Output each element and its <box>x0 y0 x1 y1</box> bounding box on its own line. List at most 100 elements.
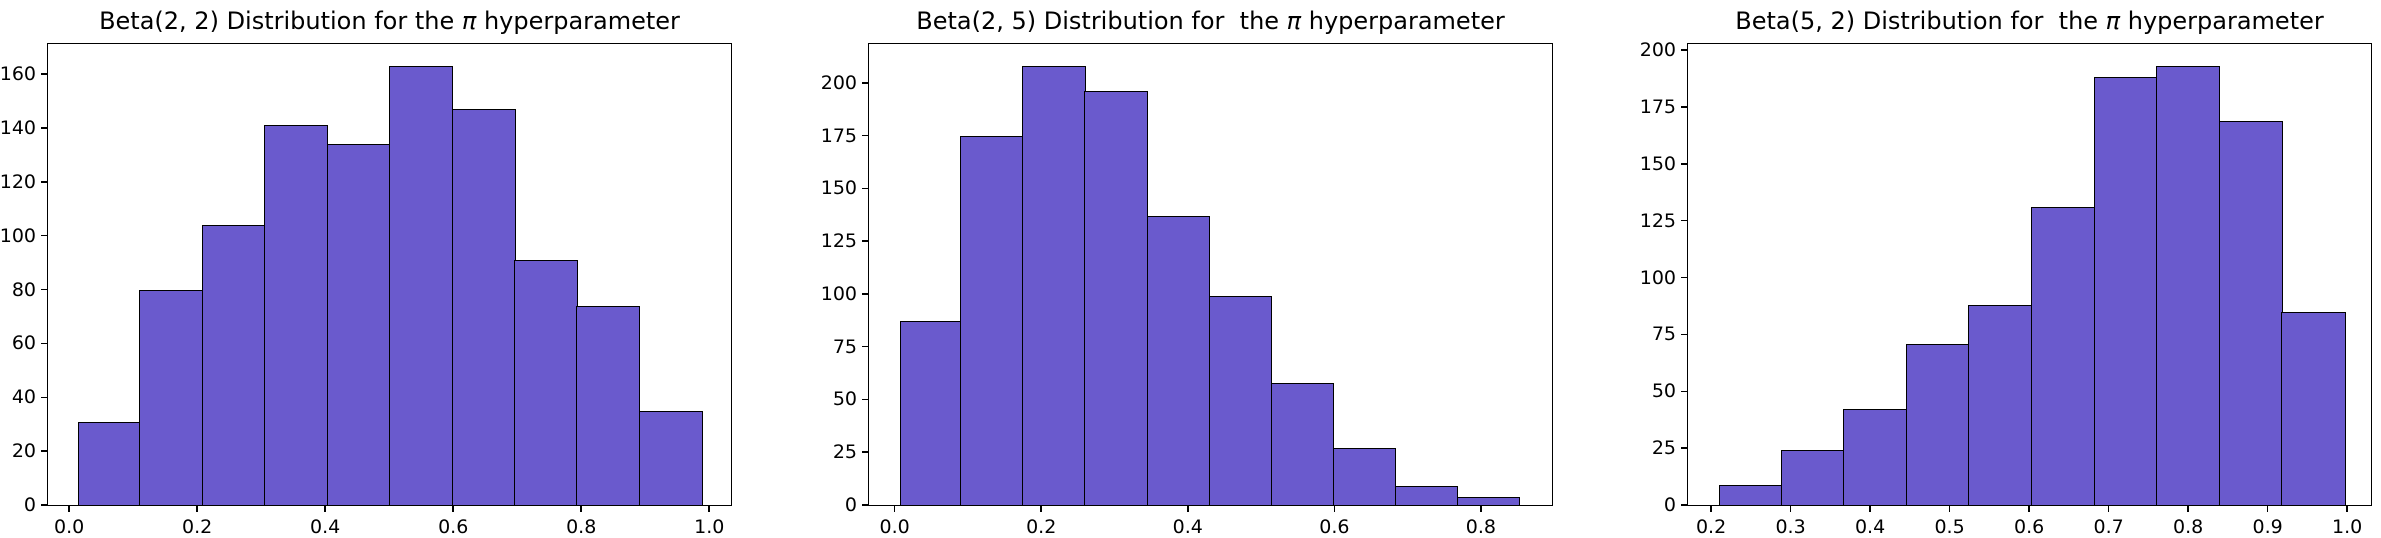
x-tick-label: 0.9 <box>2252 516 2283 538</box>
x-tick-label: 0.4 <box>1172 516 1203 538</box>
y-tick-mark <box>862 504 869 506</box>
y-tick-mark <box>1681 390 1688 393</box>
y-tick-mark <box>862 134 869 137</box>
histogram-bar <box>1843 409 1908 507</box>
histogram-bar <box>389 66 454 507</box>
x-tick-label: 0.8 <box>1465 516 1497 538</box>
x-tick-label: 0.2 <box>182 516 213 538</box>
x-tick-mark <box>1480 505 1482 512</box>
chart-title: Beta(5, 2) Distribution for the π hyperp… <box>1627 7 2381 36</box>
y-tick-label: 25 <box>1651 437 1676 460</box>
histogram-bar <box>638 410 703 507</box>
x-tick-mark <box>68 505 70 512</box>
histogram-bar <box>1146 215 1211 507</box>
histogram-bar <box>1780 450 1845 507</box>
x-tick-label: 0.3 <box>1775 516 1806 538</box>
x-tick-label: 0.2 <box>1695 516 1727 538</box>
y-tick-label: 150 <box>1639 152 1676 175</box>
x-tick-label: 0.5 <box>1934 516 1965 538</box>
y-tick-mark <box>1681 447 1688 449</box>
histogram-bar <box>78 421 141 507</box>
x-tick-mark <box>1040 505 1042 512</box>
y-tick-mark <box>862 240 869 242</box>
histogram-bar <box>451 109 516 507</box>
y-tick-label: 175 <box>1639 95 1676 118</box>
chart-title-text: Beta(5, 2) Distribution for the <box>1735 7 2106 35</box>
chart-title-text: hyperparameter <box>1301 7 1505 35</box>
x-tick-label: 0.4 <box>1854 516 1886 538</box>
histogram-bar <box>1208 296 1273 507</box>
plot-area: 0.0 0.2 0.4 0.6 0.8 1.0 0 20 40 60 80 100 120 140 160 <box>0 43 732 538</box>
y-tick-mark <box>41 181 48 183</box>
y-tick-mark <box>41 234 48 237</box>
histogram-bar <box>2030 207 2096 507</box>
x-tick-label: 0.6 <box>438 516 469 538</box>
histogram-bar <box>1332 448 1397 507</box>
histogram-bar <box>1456 496 1521 507</box>
y-tick-label: 200 <box>1639 39 1676 62</box>
x-tick-label: 0.2 <box>1026 516 1057 538</box>
chart-beta-2-2: Beta(2, 2) Distribution for the π hyperp… <box>0 0 732 538</box>
histogram-bar <box>1394 486 1459 507</box>
histogram-bar <box>2218 120 2283 507</box>
y-tick-label: 75 <box>832 335 857 358</box>
x-tick-label: 0.0 <box>54 516 85 538</box>
y-tick-mark <box>862 398 869 401</box>
y-tick-label: 60 <box>11 332 36 355</box>
x-tick-label: 1.0 <box>694 516 725 538</box>
histogram-bar <box>1719 484 1783 507</box>
x-tick-mark <box>708 505 710 512</box>
y-tick-label: 0 <box>23 494 36 516</box>
y-tick-label: 125 <box>820 230 857 253</box>
chart-title: Beta(2, 5) Distribution for the π hyperp… <box>808 7 1613 36</box>
x-tick-label: 0.7 <box>2093 516 2124 538</box>
y-tick-label: 25 <box>832 441 857 464</box>
y-tick-label: 40 <box>11 386 36 409</box>
histogram-bar <box>514 259 578 507</box>
y-tick-mark <box>1681 504 1688 506</box>
y-tick-mark <box>1681 276 1688 279</box>
x-tick-label: 0.6 <box>1319 516 1350 538</box>
chart-title-text: hyperparameter <box>476 7 680 35</box>
y-tick-mark <box>862 451 869 453</box>
y-tick-mark <box>41 450 48 452</box>
histogram-bar <box>1905 343 1970 507</box>
y-tick-label: 175 <box>820 124 857 147</box>
y-tick-mark <box>41 342 48 345</box>
histogram-bar <box>576 305 641 507</box>
chart-title-text: Beta(2, 2) Distribution for the <box>99 7 462 35</box>
y-tick-mark <box>1681 49 1688 51</box>
y-tick-mark <box>862 293 869 295</box>
y-tick-label: 100 <box>1639 266 1676 289</box>
y-tick-label: 0 <box>844 494 857 516</box>
pi-symbol: π <box>461 7 477 35</box>
histogram-bar <box>1968 304 2033 507</box>
x-tick-mark <box>1710 505 1712 512</box>
x-tick-label: 0.4 <box>310 516 341 538</box>
histogram-bar <box>2093 77 2158 507</box>
y-tick-label: 75 <box>1651 323 1676 346</box>
y-tick-label: 120 <box>0 170 36 193</box>
histogram-bar <box>1270 382 1335 507</box>
y-tick-mark <box>862 345 869 348</box>
plot-area: 0.2 0.3 0.4 0.5 0.6 0.7 0.8 0.9 1.0 0 25 50 75 100 125… <box>1640 39 2372 538</box>
y-tick-label: 0 <box>1663 494 1676 516</box>
chart-title-text: hyperparameter <box>2120 7 2324 35</box>
histogram-bar <box>326 144 391 507</box>
x-tick-mark <box>2107 505 2110 512</box>
y-tick-label: 50 <box>832 388 857 411</box>
y-tick-label: 80 <box>11 278 36 301</box>
y-tick-mark <box>41 396 48 399</box>
y-tick-label: 100 <box>820 282 857 305</box>
histogram-bar <box>1022 65 1086 507</box>
y-tick-mark <box>1681 333 1688 336</box>
y-tick-mark <box>862 82 869 84</box>
x-tick-label: 0.6 <box>2013 516 2045 538</box>
histogram-bar <box>264 125 329 507</box>
x-tick-mark <box>580 505 582 512</box>
x-tick-mark <box>893 505 896 512</box>
y-tick-label: 20 <box>11 440 36 463</box>
histogram-bar <box>960 135 1024 507</box>
y-tick-label: 140 <box>0 117 36 139</box>
